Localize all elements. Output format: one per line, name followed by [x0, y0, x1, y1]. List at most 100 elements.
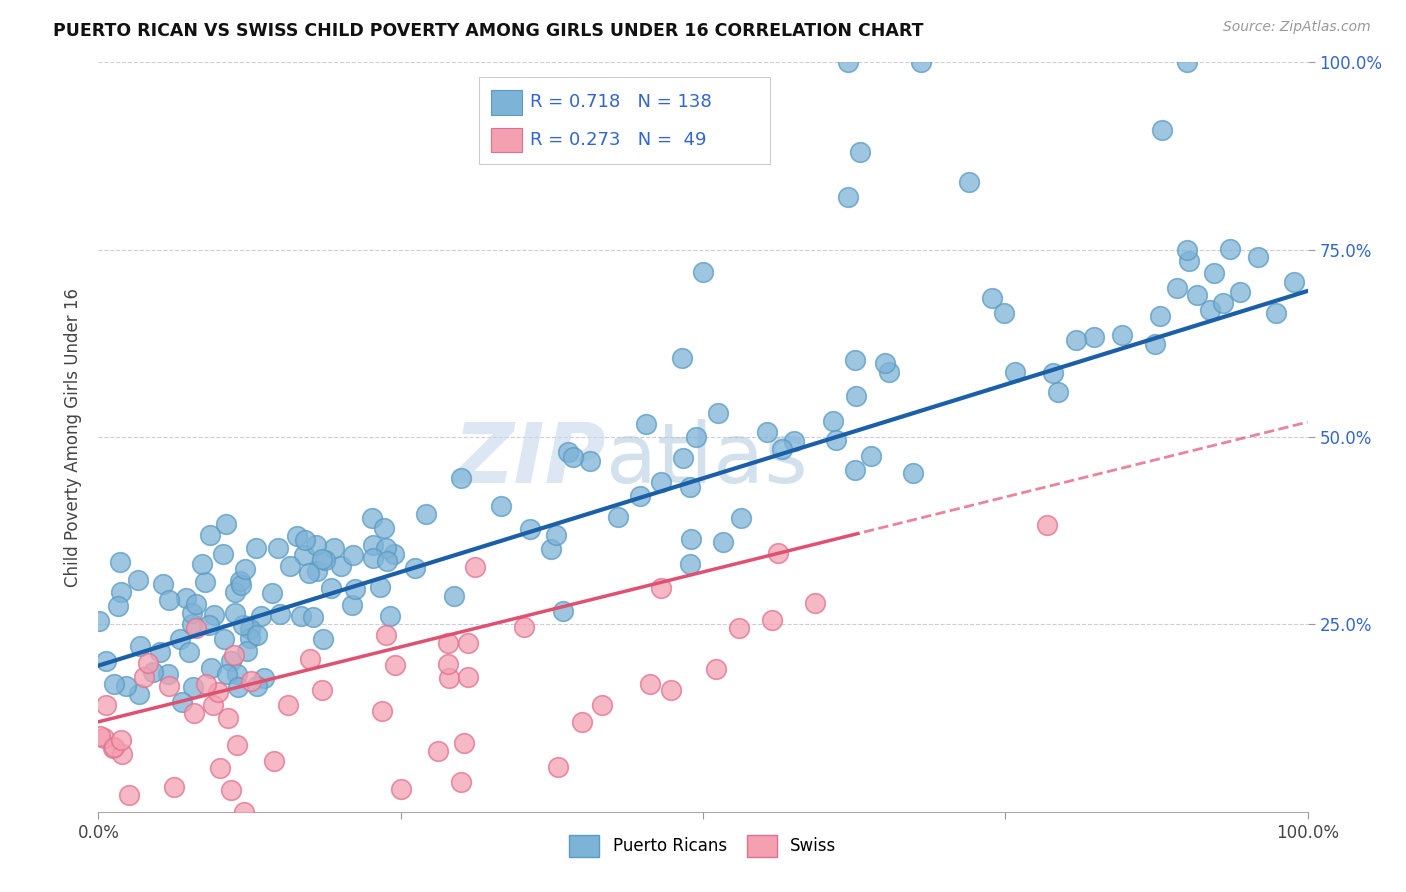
Point — [768, 546, 790, 560]
Point — [659, 682, 682, 697]
Point — [374, 541, 396, 556]
Point — [232, 805, 254, 819]
Point — [191, 557, 214, 571]
Point — [285, 529, 308, 543]
Point — [198, 618, 221, 632]
Point — [183, 706, 205, 721]
Point — [1229, 285, 1251, 300]
Point — [307, 564, 329, 578]
Point — [228, 680, 250, 694]
Point — [1219, 242, 1241, 256]
Point — [671, 351, 693, 365]
Point — [877, 365, 900, 379]
Point — [174, 591, 197, 605]
Point — [728, 621, 751, 635]
Point — [1166, 281, 1188, 295]
Point — [183, 680, 205, 694]
Point — [323, 541, 346, 556]
Point — [179, 645, 201, 659]
Point — [110, 585, 132, 599]
Point — [547, 760, 569, 774]
Point — [579, 454, 602, 468]
Point — [103, 677, 125, 691]
Point — [957, 175, 980, 189]
Point — [1035, 518, 1057, 533]
Point — [782, 434, 804, 448]
Point — [804, 595, 827, 609]
Point — [159, 592, 181, 607]
Point — [638, 676, 661, 690]
Point — [457, 670, 479, 684]
Point — [157, 666, 180, 681]
Point — [217, 667, 239, 681]
Point — [439, 671, 461, 685]
Point — [118, 788, 141, 802]
Text: Source: ZipAtlas.com: Source: ZipAtlas.com — [1223, 20, 1371, 34]
Point — [136, 657, 159, 671]
Point — [1247, 250, 1270, 264]
Point — [231, 578, 253, 592]
Point — [224, 584, 246, 599]
Point — [134, 670, 156, 684]
Point — [111, 747, 134, 761]
Point — [219, 654, 242, 668]
Point — [311, 683, 333, 698]
Point — [756, 425, 779, 440]
Point — [489, 500, 512, 514]
Point — [910, 55, 932, 70]
Point — [450, 774, 472, 789]
Point — [290, 609, 312, 624]
Text: R = 0.273   N =  49: R = 0.273 N = 49 — [530, 130, 707, 149]
Point — [844, 463, 866, 477]
Point — [246, 679, 269, 693]
Point — [277, 698, 299, 713]
Point — [278, 559, 301, 574]
Point — [94, 698, 117, 713]
Point — [436, 636, 458, 650]
Legend: Puerto Ricans, Swiss: Puerto Ricans, Swiss — [562, 829, 844, 863]
Point — [226, 666, 249, 681]
Point — [591, 698, 613, 713]
Point — [415, 508, 437, 522]
Point — [634, 417, 657, 431]
Point — [163, 780, 186, 795]
Point — [253, 671, 276, 685]
Point — [186, 597, 208, 611]
Point — [329, 820, 352, 834]
Point — [236, 644, 259, 658]
Point — [1042, 366, 1064, 380]
Point — [330, 558, 353, 573]
Point — [672, 450, 695, 465]
Point — [437, 657, 460, 671]
Point — [457, 636, 479, 650]
Point — [266, 541, 288, 556]
Point — [837, 55, 859, 70]
Point — [94, 654, 117, 668]
Point — [208, 842, 231, 856]
FancyBboxPatch shape — [479, 78, 769, 163]
Point — [770, 442, 793, 457]
Point — [169, 632, 191, 647]
Point — [426, 744, 449, 758]
Point — [650, 581, 672, 595]
Point — [160, 827, 183, 841]
Point — [443, 590, 465, 604]
Point — [557, 445, 579, 459]
Point — [373, 521, 395, 535]
Point — [128, 688, 150, 702]
Point — [184, 820, 207, 834]
Point — [685, 430, 707, 444]
Point — [681, 532, 703, 546]
Point — [901, 466, 924, 480]
Point — [361, 550, 384, 565]
Point — [215, 516, 238, 531]
FancyBboxPatch shape — [492, 128, 522, 153]
Point — [87, 614, 110, 628]
Point — [761, 614, 783, 628]
Point — [453, 736, 475, 750]
Text: PUERTO RICAN VS SWISS CHILD POVERTY AMONG GIRLS UNDER 16 CORRELATION CHART: PUERTO RICAN VS SWISS CHILD POVERTY AMON… — [53, 22, 924, 40]
Point — [219, 783, 242, 797]
Point — [212, 547, 235, 561]
Point — [115, 679, 138, 693]
Point — [238, 631, 260, 645]
